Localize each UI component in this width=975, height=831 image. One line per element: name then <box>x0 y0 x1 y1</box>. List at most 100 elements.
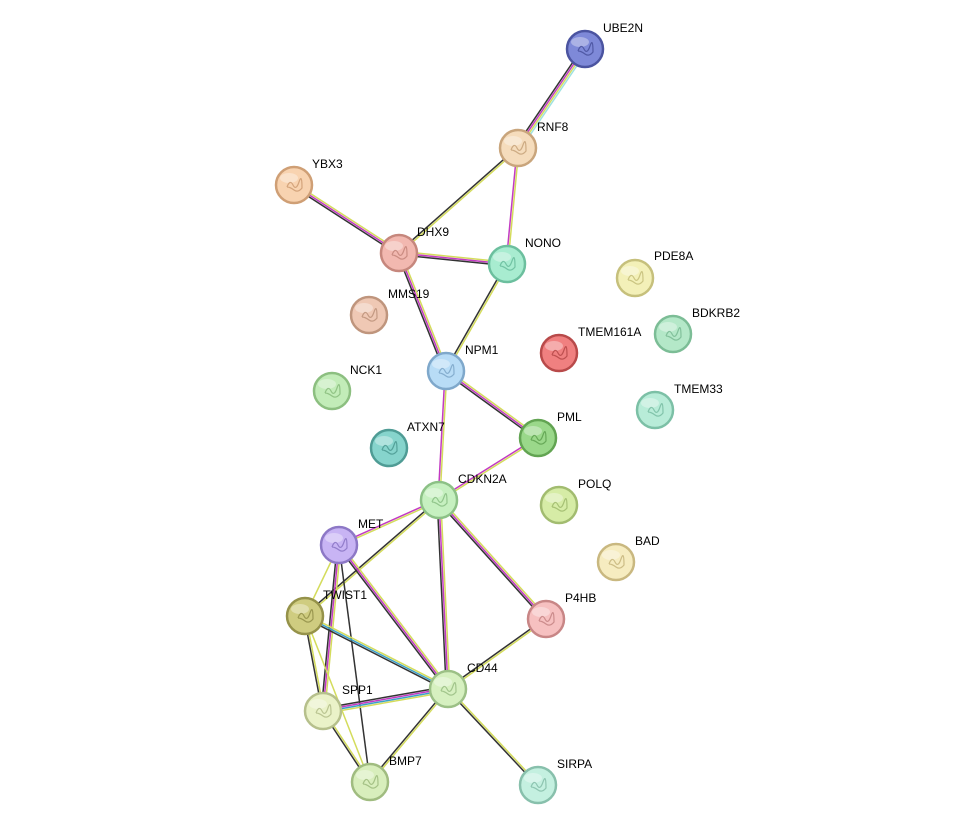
edge-line <box>440 499 547 618</box>
node-highlight <box>375 436 393 446</box>
node-highlight <box>545 493 563 503</box>
edge-cdkn2a-p4hb <box>438 499 548 620</box>
node-highlight <box>524 426 542 436</box>
node-highlight <box>504 136 522 146</box>
node-dhx9[interactable]: DHX9 <box>381 225 449 271</box>
node-rnf8[interactable]: RNF8 <box>500 120 569 166</box>
edge-npm1-cdkn2a <box>438 371 447 500</box>
edge-cdkn2a-cd44 <box>437 500 450 689</box>
edge-line <box>438 501 545 620</box>
node-label: YBX3 <box>312 157 343 171</box>
node-highlight <box>571 37 589 47</box>
node-label: MMS19 <box>388 287 430 301</box>
edge-line <box>439 500 546 619</box>
node-label: TMEM33 <box>674 382 723 396</box>
node-label: NONO <box>525 236 561 250</box>
node-circle[interactable] <box>287 598 323 634</box>
node-sirpa[interactable]: SIRPA <box>520 757 592 803</box>
node-highlight <box>318 379 336 389</box>
node-circle[interactable] <box>321 527 357 563</box>
node-circle[interactable] <box>655 316 691 352</box>
edge-line <box>340 544 449 688</box>
node-label: BAD <box>635 534 660 548</box>
node-label: MET <box>358 517 384 531</box>
node-circle[interactable] <box>371 430 407 466</box>
node-circle[interactable] <box>381 235 417 271</box>
node-label: P4HB <box>565 591 596 605</box>
node-circle[interactable] <box>541 335 577 371</box>
node-highlight <box>280 173 298 183</box>
node-nck1[interactable]: NCK1 <box>314 363 382 409</box>
node-circle[interactable] <box>617 260 653 296</box>
node-circle[interactable] <box>567 31 603 67</box>
node-nono[interactable]: NONO <box>489 236 561 282</box>
node-label: POLQ <box>578 477 611 491</box>
edge-line <box>439 500 448 689</box>
node-label: CDKN2A <box>458 472 507 486</box>
node-circle[interactable] <box>520 767 556 803</box>
nodes-layer: UBE2N RNF8 YBX3 DHX9 NONO PDE8A MMS19 BDKRB2 TME… <box>276 21 740 803</box>
node-circle[interactable] <box>314 373 350 409</box>
node-highlight <box>432 359 450 369</box>
node-pde8a[interactable]: PDE8A <box>617 249 693 296</box>
node-label: BMP7 <box>389 754 422 768</box>
node-circle[interactable] <box>528 601 564 637</box>
node-cdkn2a[interactable]: CDKN2A <box>421 472 507 518</box>
node-highlight <box>524 773 542 783</box>
node-mms19[interactable]: MMS19 <box>351 287 430 333</box>
node-label: NPM1 <box>465 343 499 357</box>
node-label: UBE2N <box>603 21 643 35</box>
node-cd44[interactable]: CD44 <box>430 661 498 707</box>
node-highlight <box>385 241 403 251</box>
node-ybx3[interactable]: YBX3 <box>276 157 343 203</box>
node-highlight <box>602 550 620 560</box>
node-bdkrb2[interactable]: BDKRB2 <box>655 306 740 352</box>
node-circle[interactable] <box>430 671 466 707</box>
node-circle[interactable] <box>421 482 457 518</box>
node-ube2n[interactable]: UBE2N <box>567 21 643 67</box>
node-circle[interactable] <box>520 420 556 456</box>
node-p4hb[interactable]: P4HB <box>528 591 596 637</box>
node-highlight <box>291 604 309 614</box>
edge-line <box>338 546 447 690</box>
node-label: TMEM161A <box>578 325 641 339</box>
node-circle[interactable] <box>352 764 388 800</box>
node-bad[interactable]: BAD <box>598 534 660 580</box>
node-highlight <box>434 677 452 687</box>
node-label: PDE8A <box>654 249 693 263</box>
node-highlight <box>641 398 659 408</box>
node-polq[interactable]: POLQ <box>541 477 611 523</box>
node-label: RNF8 <box>537 120 569 134</box>
node-pml[interactable]: PML <box>520 410 582 456</box>
node-highlight <box>356 770 374 780</box>
node-label: CD44 <box>467 661 498 675</box>
node-circle[interactable] <box>276 167 312 203</box>
node-circle[interactable] <box>305 693 341 729</box>
edge-met-cd44 <box>338 544 450 690</box>
node-circle[interactable] <box>428 353 464 389</box>
edge-line <box>447 690 537 786</box>
node-highlight <box>659 322 677 332</box>
node-atxn7[interactable]: ATXN7 <box>371 420 445 466</box>
node-tmem33[interactable]: TMEM33 <box>637 382 723 428</box>
node-label: ATXN7 <box>407 420 445 434</box>
node-highlight <box>425 488 443 498</box>
node-circle[interactable] <box>500 130 536 166</box>
node-circle[interactable] <box>637 392 673 428</box>
node-circle[interactable] <box>598 544 634 580</box>
node-label: DHX9 <box>417 225 449 239</box>
node-circle[interactable] <box>541 487 577 523</box>
node-highlight <box>493 252 511 262</box>
node-highlight <box>355 303 373 313</box>
node-label: NCK1 <box>350 363 382 377</box>
node-highlight <box>621 266 639 276</box>
node-label: PML <box>557 410 582 424</box>
edge-line <box>449 688 539 784</box>
node-tmem161a[interactable]: TMEM161A <box>541 325 641 371</box>
node-label: BDKRB2 <box>692 306 740 320</box>
node-label: SIRPA <box>557 757 592 771</box>
node-circle[interactable] <box>351 297 387 333</box>
node-circle[interactable] <box>489 246 525 282</box>
node-highlight <box>325 533 343 543</box>
